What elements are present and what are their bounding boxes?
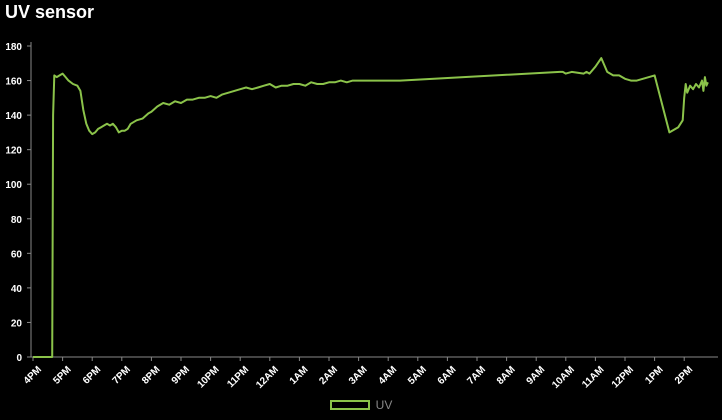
x-tick-label: 4PM — [22, 364, 44, 386]
y-axis: 0 20 40 60 80 100 120 140 160 180 — [5, 42, 32, 364]
y-tick-label: 60 — [11, 249, 23, 260]
x-tick-label: 6AM — [436, 364, 459, 387]
legend-swatch[interactable] — [329, 399, 370, 410]
x-tick-label: 2PM — [673, 364, 695, 386]
y-tick-label: 20 — [11, 318, 23, 329]
x-tick-label: 5AM — [406, 364, 429, 387]
x-tick-label: 12PM — [610, 364, 636, 390]
series-layer — [33, 57, 709, 358]
y-tick-label: 120 — [5, 146, 22, 157]
series-line-uv[interactable] — [33, 57, 709, 358]
x-tick-label: 1AM — [288, 364, 311, 387]
y-tick-label: 40 — [11, 284, 23, 295]
x-tick-label: 1PM — [643, 364, 665, 386]
x-tick-label: 10AM — [550, 364, 577, 391]
x-tick-label: 9AM — [525, 364, 548, 387]
y-tick-label: 180 — [5, 42, 22, 53]
x-tick-label: 4AM — [377, 364, 400, 387]
y-tick-label: 0 — [16, 353, 22, 364]
x-tick-label: 9PM — [170, 364, 192, 386]
x-tick-label: 7AM — [465, 364, 488, 387]
y-tick-label: 80 — [11, 215, 23, 226]
x-tick-label: 12AM — [254, 364, 281, 391]
x-tick-label: 11AM — [580, 364, 606, 390]
legend[interactable]: UV — [0, 397, 722, 412]
x-tick-label: 2AM — [317, 364, 340, 387]
y-tick-label: 140 — [5, 111, 22, 122]
x-tick-label: 11PM — [225, 364, 251, 390]
y-tick-label: 100 — [5, 180, 22, 191]
chart-title: UV sensor — [5, 2, 95, 22]
x-tick-label: 3AM — [347, 364, 370, 387]
x-tick-label: 10PM — [195, 364, 221, 390]
x-tick-label: 8AM — [495, 364, 518, 387]
legend-label[interactable]: UV — [375, 397, 393, 412]
x-tick-label: 8PM — [140, 364, 162, 386]
x-tick-label: 5PM — [51, 364, 73, 386]
x-axis: 4PM 5PM 6PM 7PM 8PM 9PM 10PM 11PM 12AM 1AM 2AM 3AM 4… — [22, 356, 718, 391]
x-tick-label: 6PM — [81, 364, 103, 386]
y-tick-label: 160 — [5, 77, 22, 88]
x-tick-label: 7PM — [111, 364, 133, 386]
